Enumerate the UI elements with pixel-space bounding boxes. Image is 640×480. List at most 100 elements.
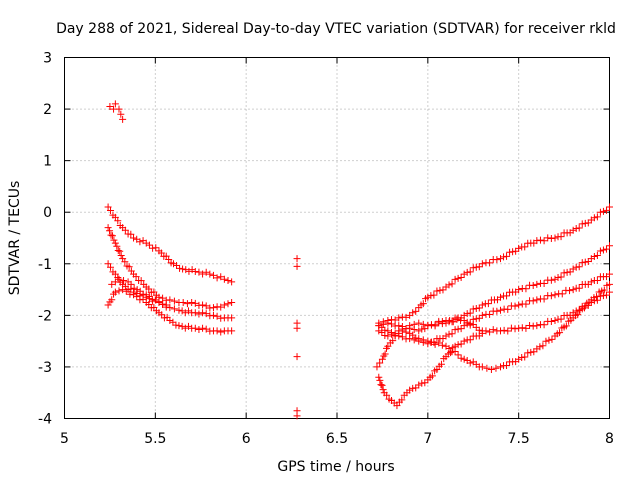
- data-point: [466, 268, 474, 276]
- data-point: [199, 324, 207, 332]
- data-point: [170, 260, 177, 268]
- data-point: [446, 317, 454, 325]
- data-point: [522, 300, 530, 308]
- y-tick-label: 0: [43, 205, 52, 221]
- data-point: [376, 359, 384, 367]
- data-point: [533, 237, 541, 245]
- data-point: [492, 364, 500, 372]
- data-point: [406, 329, 414, 337]
- data-point: [504, 327, 512, 335]
- data-point: [415, 319, 423, 327]
- data-point: [451, 326, 459, 334]
- data-point: [596, 247, 604, 255]
- data-point: [431, 340, 439, 348]
- data-point: [110, 236, 118, 244]
- data-point: [228, 314, 236, 322]
- data-point: [202, 325, 210, 333]
- data-point: [421, 379, 429, 387]
- data-point: [536, 343, 544, 351]
- data-point: [439, 286, 447, 294]
- data-point: [412, 307, 420, 315]
- data-point: [558, 290, 566, 298]
- data-point: [293, 262, 301, 270]
- data-point: [522, 285, 530, 293]
- data-point: [172, 321, 180, 329]
- data-point: [527, 348, 535, 356]
- data-point: [460, 317, 468, 325]
- x-tick-label: 5.5: [144, 431, 166, 447]
- y-tick-label: -3: [38, 360, 52, 376]
- data-point: [428, 372, 436, 380]
- data-point: [415, 381, 423, 389]
- data-point: [130, 284, 138, 292]
- data-point: [566, 287, 574, 295]
- data-point: [436, 286, 444, 294]
- data-point: [424, 293, 432, 301]
- data-point: [557, 315, 565, 323]
- data-point: [469, 320, 477, 328]
- data-point: [111, 288, 119, 296]
- data-point: [529, 322, 537, 330]
- data-point: [117, 252, 125, 260]
- data-point: [142, 291, 150, 299]
- data-point: [454, 274, 462, 282]
- data-point: [424, 322, 432, 330]
- data-point: [136, 287, 144, 295]
- data-point: [475, 304, 483, 312]
- data-point: [415, 335, 423, 343]
- data-point: [139, 290, 147, 298]
- data-point: [202, 268, 210, 276]
- data-point: [398, 327, 406, 335]
- data-point: [195, 310, 203, 318]
- data-point: [547, 292, 555, 300]
- data-point: [111, 239, 119, 247]
- data-point: [391, 316, 399, 324]
- data-point: [487, 366, 495, 374]
- data-point: [209, 271, 217, 279]
- data-point: [478, 329, 486, 337]
- data-point: [209, 311, 217, 319]
- data-point: [454, 351, 462, 359]
- chart-title: Day 288 of 2021, Sidereal Day-to-day VTE…: [56, 21, 616, 37]
- data-point: [551, 317, 559, 325]
- data-point: [540, 237, 548, 245]
- data-point: [181, 324, 189, 332]
- y-tick-label: 1: [43, 154, 52, 170]
- data-point: [412, 334, 420, 342]
- series-late-trace-E: [373, 280, 613, 374]
- data-point: [104, 224, 112, 232]
- data-point: [111, 100, 119, 108]
- data-point: [515, 355, 523, 363]
- data-point: [593, 276, 601, 284]
- data-point: [188, 298, 196, 306]
- data-point: [381, 326, 389, 334]
- data-point: [228, 298, 236, 306]
- data-point: [515, 301, 523, 309]
- data-point: [191, 299, 199, 307]
- data-point: [457, 273, 465, 281]
- data-point: [466, 321, 474, 329]
- data-point: [515, 324, 523, 332]
- data-point: [466, 336, 474, 344]
- data-point: [122, 287, 130, 295]
- data-point: [556, 329, 564, 337]
- data-point: [384, 327, 392, 335]
- data-point: [395, 314, 403, 322]
- data-point: [602, 206, 610, 214]
- data-point: [395, 322, 403, 330]
- data-point: [503, 252, 511, 260]
- data-point: [378, 381, 386, 389]
- data-point: [409, 331, 417, 339]
- data-point: [378, 355, 386, 363]
- series-early-trace-A: [104, 203, 236, 286]
- data-point: [497, 327, 504, 335]
- data-point: [544, 234, 552, 242]
- data-point: [121, 258, 129, 266]
- data-point: [530, 348, 538, 356]
- data-point: [507, 324, 515, 332]
- data-point: [181, 309, 189, 317]
- data-point: [522, 324, 530, 332]
- data-point: [529, 281, 537, 289]
- data-point: [540, 321, 548, 329]
- data-point: [554, 274, 562, 282]
